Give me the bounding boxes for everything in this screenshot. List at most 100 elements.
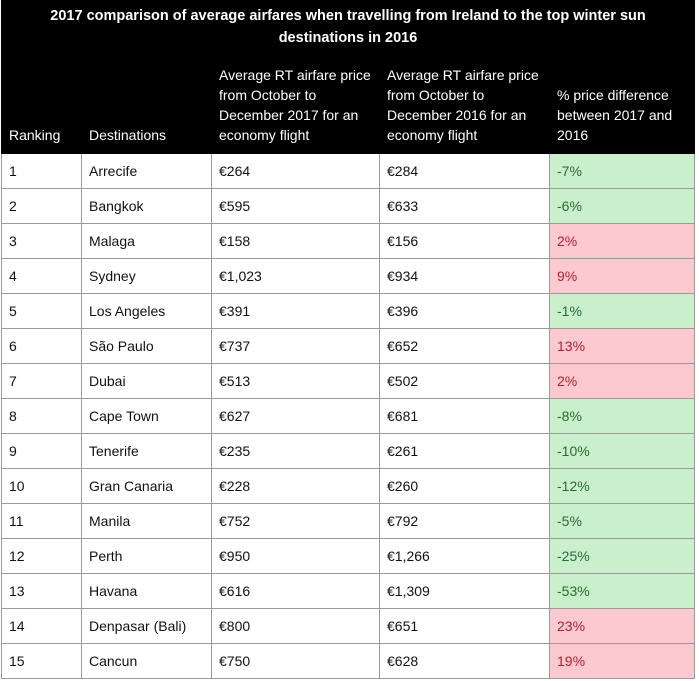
cell-ranking: 12 xyxy=(1,538,82,574)
title-row: 2017 comparison of average airfares when… xyxy=(0,0,696,50)
cell-destination: Gran Canaria xyxy=(81,468,212,504)
cell-price-2017: €264 xyxy=(211,153,380,189)
header-price-2017: Average RT airfare price from October to… xyxy=(211,49,380,154)
table-title: 2017 comparison of average airfares when… xyxy=(0,0,696,50)
cell-price-2017: €158 xyxy=(211,223,380,259)
cell-price-2016: €792 xyxy=(379,503,550,539)
cell-price-difference: -1% xyxy=(548,293,696,329)
cell-price-difference: -25% xyxy=(548,538,696,574)
table-row: 1 Arrecife €264 €284 -7% xyxy=(1,153,696,189)
cell-price-difference: -12% xyxy=(548,468,696,504)
table-row: 13 Havana €616 €1,309 -53% xyxy=(1,573,696,609)
cell-destination: Bangkok xyxy=(81,188,212,224)
cell-price-2016: €1,266 xyxy=(379,538,550,574)
cell-price-2016: €261 xyxy=(379,433,550,469)
table-row: 8 Cape Town €627 €681 -8% xyxy=(1,398,696,434)
cell-price-difference: -10% xyxy=(548,433,696,469)
cell-price-difference: 23% xyxy=(548,608,696,644)
cell-price-difference: 2% xyxy=(548,363,696,399)
table-row: 9 Tenerife €235 €261 -10% xyxy=(1,433,696,469)
header-row: Ranking Destinations Average RT airfare … xyxy=(1,49,696,154)
table-row: 15 Cancun €750 €628 19% xyxy=(1,643,696,679)
table-row: 6 São Paulo €737 €652 13% xyxy=(1,328,696,364)
cell-price-difference: 19% xyxy=(548,643,696,679)
cell-price-2016: €652 xyxy=(379,328,550,364)
cell-price-2017: €513 xyxy=(211,363,380,399)
cell-price-difference: -6% xyxy=(548,188,696,224)
cell-price-2017: €235 xyxy=(211,433,380,469)
cell-price-difference: -53% xyxy=(548,573,696,609)
cell-price-2017: €950 xyxy=(211,538,380,574)
cell-destination: Los Angeles xyxy=(81,293,212,329)
cell-destination: Arrecife xyxy=(81,153,212,189)
cell-destination: São Paulo xyxy=(81,328,212,364)
cell-price-2016: €156 xyxy=(379,223,550,259)
cell-price-difference: 2% xyxy=(548,223,696,259)
cell-price-2016: €934 xyxy=(379,258,550,294)
table-row: 12 Perth €950 €1,266 -25% xyxy=(1,538,696,574)
cell-ranking: 7 xyxy=(1,363,82,399)
cell-price-2016: €260 xyxy=(379,468,550,504)
cell-ranking: 6 xyxy=(1,328,82,364)
cell-price-2016: €681 xyxy=(379,398,550,434)
table-row: 3 Malaga €158 €156 2% xyxy=(1,223,696,259)
cell-price-2016: €628 xyxy=(379,643,550,679)
cell-ranking: 8 xyxy=(1,398,82,434)
cell-destination: Cancun xyxy=(81,643,212,679)
cell-ranking: 1 xyxy=(1,153,82,189)
cell-ranking: 14 xyxy=(1,608,82,644)
cell-price-2016: €633 xyxy=(379,188,550,224)
cell-price-2017: €228 xyxy=(211,468,380,504)
cell-ranking: 9 xyxy=(1,433,82,469)
table-row: 11 Manila €752 €792 -5% xyxy=(1,503,696,539)
cell-price-difference: 9% xyxy=(548,258,696,294)
header-ranking: Ranking xyxy=(1,49,82,154)
cell-price-difference: -5% xyxy=(548,503,696,539)
cell-destination: Tenerife xyxy=(81,433,212,469)
cell-price-2017: €750 xyxy=(211,643,380,679)
cell-price-2017: €627 xyxy=(211,398,380,434)
cell-price-2017: €616 xyxy=(211,573,380,609)
cell-ranking: 2 xyxy=(1,188,82,224)
cell-ranking: 5 xyxy=(1,293,82,329)
cell-price-2017: €1,023 xyxy=(211,258,380,294)
cell-price-2017: €595 xyxy=(211,188,380,224)
cell-price-2017: €752 xyxy=(211,503,380,539)
cell-ranking: 13 xyxy=(1,573,82,609)
cell-price-2016: €651 xyxy=(379,608,550,644)
cell-destination: Perth xyxy=(81,538,212,574)
cell-price-difference: -7% xyxy=(548,153,696,189)
cell-price-2016: €396 xyxy=(379,293,550,329)
cell-ranking: 11 xyxy=(1,503,82,539)
cell-price-difference: 13% xyxy=(548,328,696,364)
cell-price-2017: €391 xyxy=(211,293,380,329)
cell-price-2017: €800 xyxy=(211,608,380,644)
cell-destination: Denpasar (Bali) xyxy=(81,608,212,644)
cell-ranking: 10 xyxy=(1,468,82,504)
header-price-2016: Average RT airfare price from October to… xyxy=(379,49,550,154)
cell-price-2016: €284 xyxy=(379,153,550,189)
header-price-difference: % price difference between 2017 and 2016 xyxy=(548,49,696,154)
cell-destination: Cape Town xyxy=(81,398,212,434)
cell-ranking: 15 xyxy=(1,643,82,679)
table-row: 7 Dubai €513 €502 2% xyxy=(1,363,696,399)
cell-destination: Dubai xyxy=(81,363,212,399)
table-row: 2 Bangkok €595 €633 -6% xyxy=(1,188,696,224)
cell-destination: Sydney xyxy=(81,258,212,294)
cell-destination: Manila xyxy=(81,503,212,539)
table-row: 5 Los Angeles €391 €396 -1% xyxy=(1,293,696,329)
cell-price-difference: -8% xyxy=(548,398,696,434)
cell-price-2016: €502 xyxy=(379,363,550,399)
cell-destination: Malaga xyxy=(81,223,212,259)
cell-ranking: 4 xyxy=(1,258,82,294)
table-body: 1 Arrecife €264 €284 -7% 2 Bangkok €595 €633 -6% 3… xyxy=(1,153,696,679)
header-destinations: Destinations xyxy=(81,49,212,154)
table-row: 10 Gran Canaria €228 €260 -12% xyxy=(1,468,696,504)
table-row: 4 Sydney €1,023 €934 9% xyxy=(1,258,696,294)
cell-price-2016: €1,309 xyxy=(379,573,550,609)
cell-price-2017: €737 xyxy=(211,328,380,364)
cell-destination: Havana xyxy=(81,573,212,609)
cell-ranking: 3 xyxy=(1,223,82,259)
